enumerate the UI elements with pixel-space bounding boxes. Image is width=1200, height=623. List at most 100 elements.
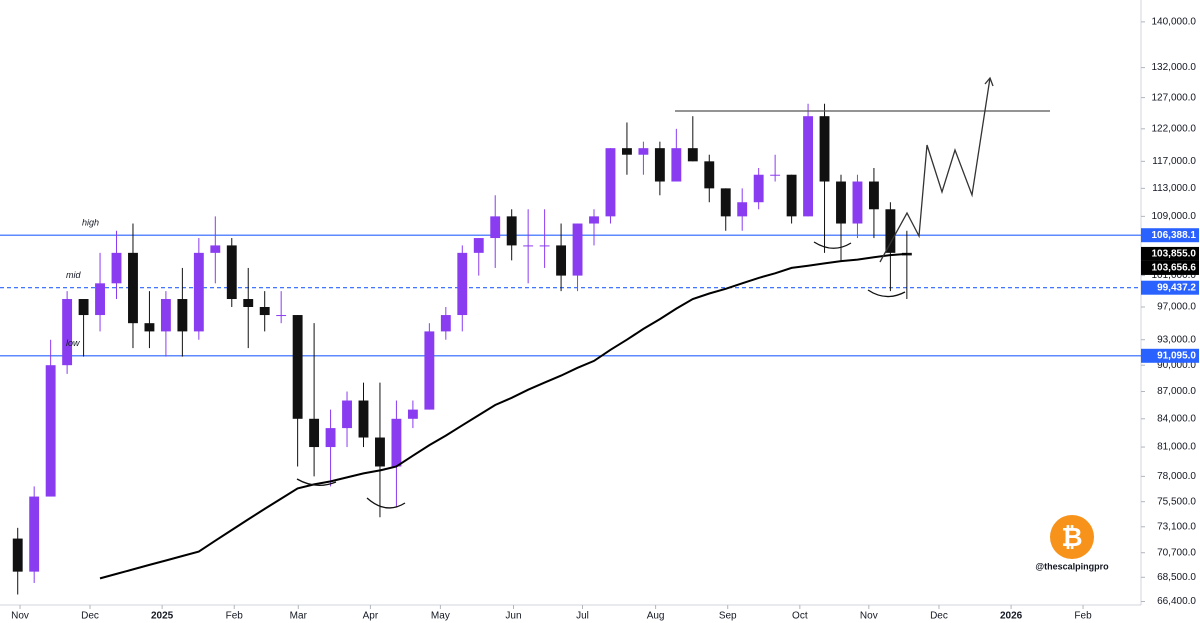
candle-body [78,299,89,316]
candle-body [358,400,369,438]
bitcoin-symbol: ₿ [1061,522,1082,552]
candle-body [62,299,73,366]
y-tick-label: 122,000.0 [1152,123,1197,134]
y-tick-label: 68,500.0 [1157,572,1196,583]
price-label: 103,656.6 [1152,263,1197,274]
candle-body [506,216,517,246]
candle-body [292,315,303,419]
x-tick-label: Feb [226,611,244,622]
projection-arrowhead [984,76,994,87]
candle-body [457,252,468,316]
x-tick-label: Sep [719,611,737,622]
candle-body [671,148,682,182]
candle-body [687,148,698,162]
y-tick-label: 101,000.0 [1152,270,1197,281]
candle-body [852,181,863,224]
x-tick-label: May [431,611,450,622]
price-label-box [1141,260,1199,275]
y-tick-label: 109,000.0 [1152,211,1197,222]
candle-body [622,148,632,155]
y-tick-label: 75,500.0 [1157,496,1196,507]
candle-body [654,148,665,182]
candle-body [95,283,105,316]
level-name: mid [66,270,81,280]
y-tick-label: 78,000.0 [1157,471,1196,482]
candle-body [29,496,40,572]
candle-body [556,245,567,276]
price-label-box [1141,246,1199,261]
level-name: low [66,338,80,348]
candle-body [539,245,550,247]
candle-body [572,223,583,276]
x-tick-label: Nov [860,611,878,622]
candle-body [704,161,715,189]
y-tick-label: 127,000.0 [1152,92,1197,103]
price-label-box [1141,228,1199,243]
candle-body [737,202,748,217]
y-tick-label: 66,400.0 [1157,596,1196,607]
price-label: 103,855.0 [1152,249,1197,260]
y-tick-label: 81,000.0 [1157,442,1196,453]
candle-body [210,245,221,253]
plot [0,103,1141,595]
x-tick-label: Nov [11,611,29,622]
x-tick-label: Mar [290,611,308,622]
candle-body [45,365,56,497]
projection-path [879,77,991,263]
candle-body [342,400,352,429]
x-tick-label: Dec [81,611,99,622]
price-label: 91,095.0 [1157,350,1196,361]
bottom-arc [366,497,406,509]
candle-body [786,174,797,217]
candle-body [375,437,385,467]
candle-body [753,174,764,203]
candle-body [177,299,188,332]
candle-body [111,252,122,284]
candle-body [193,252,204,332]
candle-body [226,245,237,300]
candle-body [836,181,846,224]
price-label-box [1141,348,1199,363]
x-tick-label: Oct [792,611,808,622]
x-tick-label: Aug [647,611,665,622]
x-tick-label: 2025 [151,611,174,622]
price-label: 106,388.1 [1152,230,1197,241]
candle-body [770,174,781,176]
x-tick-label: Dec [930,611,948,622]
candle-body [259,306,270,316]
candle-body [803,116,814,217]
candle-body [473,238,484,253]
candle-body [160,299,171,332]
candle-body [391,418,402,467]
level-name: high [82,218,99,228]
candle-body [490,216,501,239]
candle-body [276,315,287,317]
y-tick-label: 97,000.0 [1157,302,1196,313]
candle-body [128,252,138,324]
candle-body [144,323,155,332]
bottom-arc [296,478,337,486]
candle-body [819,116,830,182]
y-tick-label: 84,000.0 [1157,413,1196,424]
bottom-arc [813,241,852,249]
x-tick-label: 2026 [1000,611,1023,622]
moving-average [99,252,907,580]
bottom-arc [867,289,906,298]
x-tick-label: Feb [1074,611,1092,622]
y-tick-label: 73,100.0 [1157,521,1196,532]
candle-body [440,315,451,332]
candle-body [885,209,896,253]
bitcoin-logo [1050,515,1094,559]
candle-body [309,418,320,448]
candle-body [523,245,534,247]
x-tick-label: Apr [363,611,379,622]
candle-body [868,181,879,210]
candle-body [325,428,336,448]
annotations [296,76,1050,509]
x-tick-label: Jun [505,611,521,622]
candle-body [589,216,599,224]
candle-body [638,148,649,155]
price-label-box [1141,280,1199,295]
